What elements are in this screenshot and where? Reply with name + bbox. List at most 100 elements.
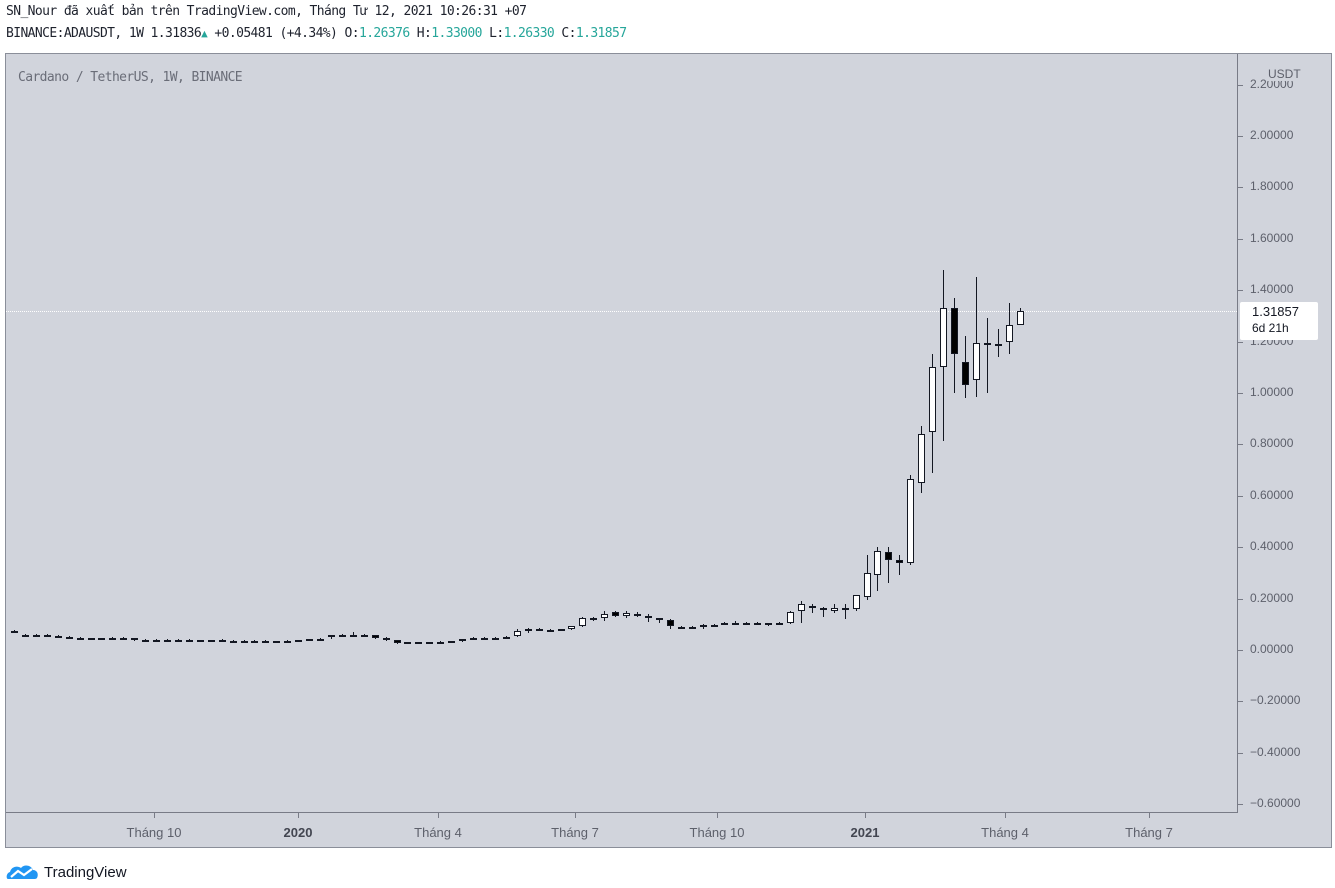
time-tick — [298, 813, 299, 818]
published-line: SN_Nour đã xuất bản trên TradingView.com… — [6, 4, 527, 19]
candle-body-down — [984, 342, 991, 345]
candle-body-down — [142, 639, 149, 642]
tick-mark — [1238, 650, 1243, 651]
currency-unit: USDT — [1266, 67, 1303, 81]
tick-mark — [1238, 341, 1243, 343]
price-tick-label: 1.80000 — [1250, 179, 1294, 194]
candle-body-down — [22, 634, 29, 637]
candle-wick — [648, 614, 649, 623]
candle-body-up — [787, 611, 794, 623]
candle-body-up — [295, 640, 302, 643]
candle-wick — [899, 554, 900, 576]
price-tick-label: 0.00000 — [1250, 642, 1294, 656]
candle-body-down — [951, 308, 958, 355]
tick-mark — [1238, 238, 1243, 240]
candle-wick — [101, 637, 102, 639]
candle-wick — [484, 637, 485, 640]
candle-body-down — [339, 635, 346, 638]
up-arrow-icon: ▲ — [201, 27, 208, 40]
candle-body-up — [929, 367, 936, 432]
time-tick — [575, 813, 576, 818]
symbol-name: BINANCE:ADAUSDT, 1W — [6, 26, 144, 41]
candle-wick — [353, 632, 354, 637]
candle-body-up — [109, 638, 116, 641]
candle-body-up — [306, 639, 313, 642]
candle-body-down — [197, 640, 204, 643]
tick-mark — [1238, 136, 1243, 137]
chart-container[interactable]: Cardano / TetherUS, 1W, BINANCE 2.20000−… — [5, 53, 1332, 848]
close-label: C: — [561, 26, 576, 41]
candle-body-up — [579, 618, 586, 626]
candle-body-up — [973, 342, 980, 381]
candle-body-down — [175, 639, 182, 642]
candle-body-up — [700, 624, 707, 627]
candle-body-up — [98, 638, 105, 641]
candle-wick — [331, 636, 332, 639]
candle-body-down — [230, 640, 237, 643]
candle-body-down — [88, 638, 95, 641]
tick-mark — [1238, 187, 1243, 189]
price-tick-label: −0.20000 — [1250, 693, 1301, 708]
tick-mark — [1238, 290, 1243, 292]
candle-body-down — [186, 639, 193, 642]
candle-wick — [233, 639, 234, 642]
time-tick — [1005, 813, 1006, 818]
time-tick-label: 2020 — [283, 825, 313, 840]
high-label: H: — [416, 26, 432, 41]
candle-body-up — [1006, 324, 1013, 342]
time-tick-label: 2021 — [850, 825, 880, 840]
candle-body-up — [525, 628, 532, 631]
time-tick-label: Tháng 4 — [981, 825, 1029, 840]
time-tick — [154, 813, 155, 818]
candle-body-up — [798, 604, 805, 612]
candle-body-up — [208, 640, 215, 643]
candle-body-down — [656, 618, 663, 621]
candle-body-down — [372, 635, 379, 639]
candle-body-up — [284, 641, 291, 643]
candle-body-up — [907, 479, 914, 563]
candle-wick — [25, 633, 26, 636]
candle-body-down — [962, 362, 969, 386]
candle-body-up — [711, 624, 718, 627]
tick-mark — [1238, 598, 1243, 600]
candle-body-up — [251, 641, 258, 644]
candle-body-up — [164, 639, 171, 642]
plot-area[interactable]: Cardano / TetherUS, 1W, BINANCE — [6, 54, 1238, 813]
candle-body-down — [66, 636, 73, 639]
candle-body-up — [404, 642, 411, 645]
tradingview-brand[interactable]: TradingView — [44, 863, 127, 881]
candle-body-down — [743, 622, 750, 625]
candle-body-up — [503, 636, 510, 639]
time-axis[interactable]: Tháng 10 2020 Tháng 4 Tháng 7 Tháng 10 2021 Th… — [6, 813, 1237, 848]
candle-body-down — [634, 613, 641, 616]
candle-body-up — [547, 629, 554, 632]
candle-wick — [823, 606, 824, 617]
candle-body-up — [437, 641, 444, 644]
candle-wick — [845, 604, 846, 620]
price-axis[interactable]: 2.20000 −0.60000 −0.40000 −0.20000 0.00000 0.… — [1238, 54, 1332, 812]
candle-body-up — [721, 623, 728, 626]
candle-body-up — [940, 308, 947, 368]
symbol-legend: BINANCE:ADAUSDT, 1W 1.31836▲ +0.05481 (+… — [6, 26, 627, 41]
time-tick — [717, 813, 718, 818]
candle-body-down — [590, 618, 597, 621]
candle-body-down — [754, 623, 761, 625]
low-label: L: — [489, 26, 504, 41]
tick-mark — [1238, 444, 1243, 446]
candle-body-up — [874, 551, 881, 576]
candle-body-up — [426, 642, 433, 645]
candle-wick — [123, 636, 124, 639]
price-change: +0.05481 (+4.34%) — [214, 26, 338, 41]
candle-wick — [976, 277, 977, 397]
candle-wick — [888, 547, 889, 584]
candle-body-up — [918, 434, 925, 483]
candle-body-up — [350, 634, 357, 637]
price-tick-label: 1.40000 — [1250, 282, 1294, 297]
candle-body-up — [459, 638, 466, 642]
candle-body-down — [689, 626, 696, 629]
tick-mark — [1238, 393, 1243, 394]
price-tick-label: 0.20000 — [1250, 590, 1294, 605]
time-tick — [1149, 813, 1150, 818]
tick-mark — [1238, 495, 1243, 497]
candle-body-up — [568, 626, 575, 630]
